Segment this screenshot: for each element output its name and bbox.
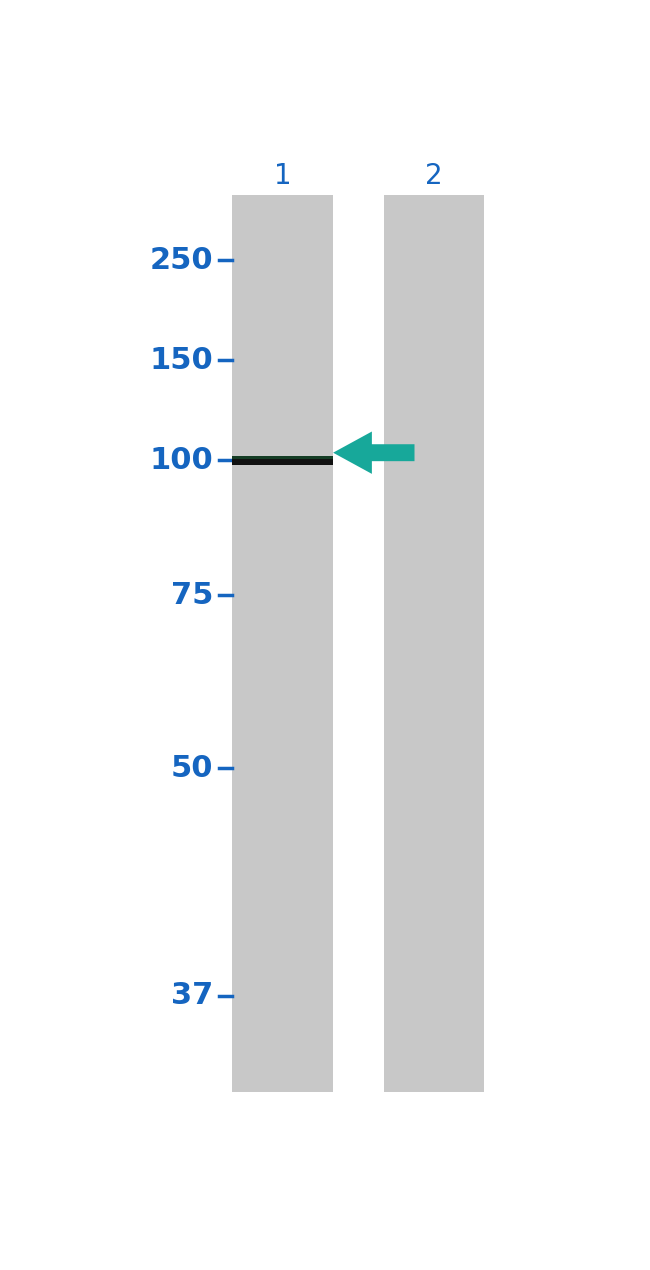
Bar bbox=[233, 456, 333, 460]
Text: 1: 1 bbox=[274, 161, 292, 189]
Bar bbox=[233, 194, 333, 1092]
Bar bbox=[384, 194, 484, 1092]
Text: 2: 2 bbox=[425, 161, 443, 189]
Text: 100: 100 bbox=[150, 446, 213, 475]
Bar bbox=[233, 456, 333, 465]
Text: 50: 50 bbox=[170, 754, 213, 782]
Text: 37: 37 bbox=[171, 980, 213, 1010]
Text: 250: 250 bbox=[150, 245, 213, 274]
Text: 150: 150 bbox=[150, 345, 213, 375]
Polygon shape bbox=[333, 432, 415, 474]
Text: 75: 75 bbox=[170, 580, 213, 610]
